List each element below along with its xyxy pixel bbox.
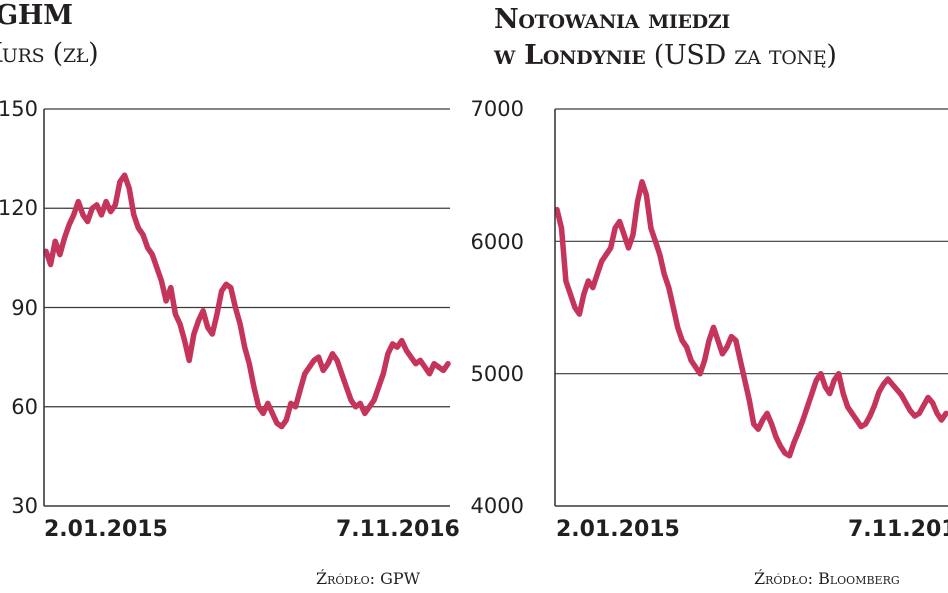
copper-title-line1: Notowania miedzi [494,4,730,36]
kghm-ytick: 90 [11,296,38,320]
kghm-title-line2: Kurs (zł) [0,38,99,70]
copper-title-line2: w Londynie (USD za tonę) [494,40,837,72]
kghm-xtick-start: 2.01.2015 [44,517,168,542]
chart-copper: Notowania miedzi w Londynie (USD za tonę… [470,0,948,593]
copper-ytick: 5000 [470,362,524,386]
kghm-ytick: 30 [11,494,38,518]
copper-title-location: w Londynie [494,40,646,71]
kghm-source: Źródło: GPW [316,569,421,588]
kghm-xtick-end: 7.11.2016 [336,517,460,542]
kghm-title: KGHM [0,0,73,31]
chart-kghm: KGHM Kurs (zł) 150 120 90 60 30 2.01.201… [0,0,470,593]
copper-title: Notowania miedzi [494,4,731,35]
copper-series-line [554,179,948,459]
kghm-subtitle: Kurs (zł) [0,38,99,69]
copper-ytick: 7000 [470,97,524,121]
copper-xtick-end: 7.11.2016 [848,517,948,542]
copper-ytick: 6000 [470,230,524,254]
copper-plot-area [554,108,948,507]
kghm-series-line [43,172,451,430]
kghm-plot-area [43,108,451,507]
copper-subtitle: (USD za tonę) [653,40,837,71]
copper-source: Źródło: Bloomberg [754,569,900,588]
kghm-ytick: 60 [11,395,38,419]
kghm-title-line1: KGHM [0,0,73,32]
copper-ytick: 4000 [470,494,524,518]
copper-xtick-start: 2.01.2015 [556,517,680,542]
kghm-ytick: 120 [0,196,38,220]
kghm-ytick: 150 [0,97,38,121]
